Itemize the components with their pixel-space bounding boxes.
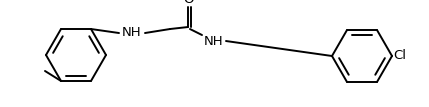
Text: NH: NH [204, 35, 224, 48]
Text: NH: NH [122, 25, 142, 39]
Text: Cl: Cl [393, 48, 407, 62]
Text: O: O [184, 0, 194, 6]
